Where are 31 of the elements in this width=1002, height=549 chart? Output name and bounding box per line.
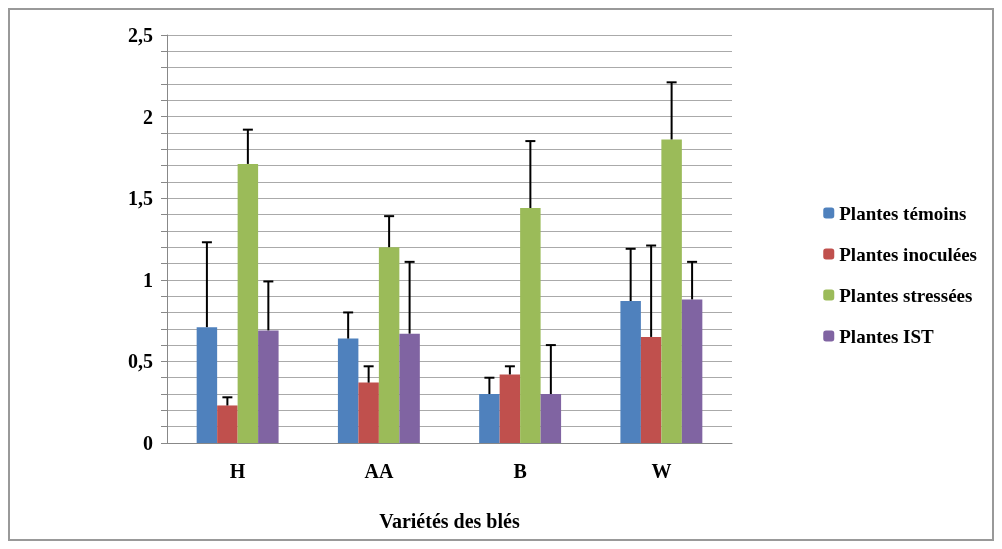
x-axis-title: Variétés des blés xyxy=(379,510,520,532)
y-tick-label: 1,5 xyxy=(128,187,153,210)
bar xyxy=(661,139,682,443)
bar xyxy=(479,394,500,443)
bar xyxy=(258,330,279,443)
x-tick-label: W xyxy=(651,460,672,482)
bar xyxy=(620,301,641,443)
bar xyxy=(399,333,420,443)
x-tick-label: AA xyxy=(364,460,394,482)
bar xyxy=(337,338,359,443)
legend-label: Plantes stressées xyxy=(839,284,973,306)
bar xyxy=(499,374,521,443)
y-tick-label: 2 xyxy=(143,105,153,128)
legend-label: Plantes témoins xyxy=(839,202,967,224)
x-tick-label: B xyxy=(513,460,527,482)
legend-label: Plantes IST xyxy=(839,325,935,347)
legend-label: Plantes inoculées xyxy=(839,243,978,265)
y-tick-label: 2,5 xyxy=(128,24,153,46)
bar xyxy=(358,382,379,443)
bar xyxy=(681,299,703,443)
bar xyxy=(237,163,259,443)
bar xyxy=(378,247,400,443)
bar xyxy=(196,327,218,443)
y-tick-label: 0 xyxy=(143,432,153,454)
y-tick-label: 0,5 xyxy=(128,350,153,373)
bar xyxy=(540,394,562,443)
bar xyxy=(520,207,541,443)
bar xyxy=(217,405,238,443)
bar xyxy=(640,336,662,443)
y-tick-label: 1 xyxy=(143,268,153,291)
x-tick-label: H xyxy=(229,460,246,482)
